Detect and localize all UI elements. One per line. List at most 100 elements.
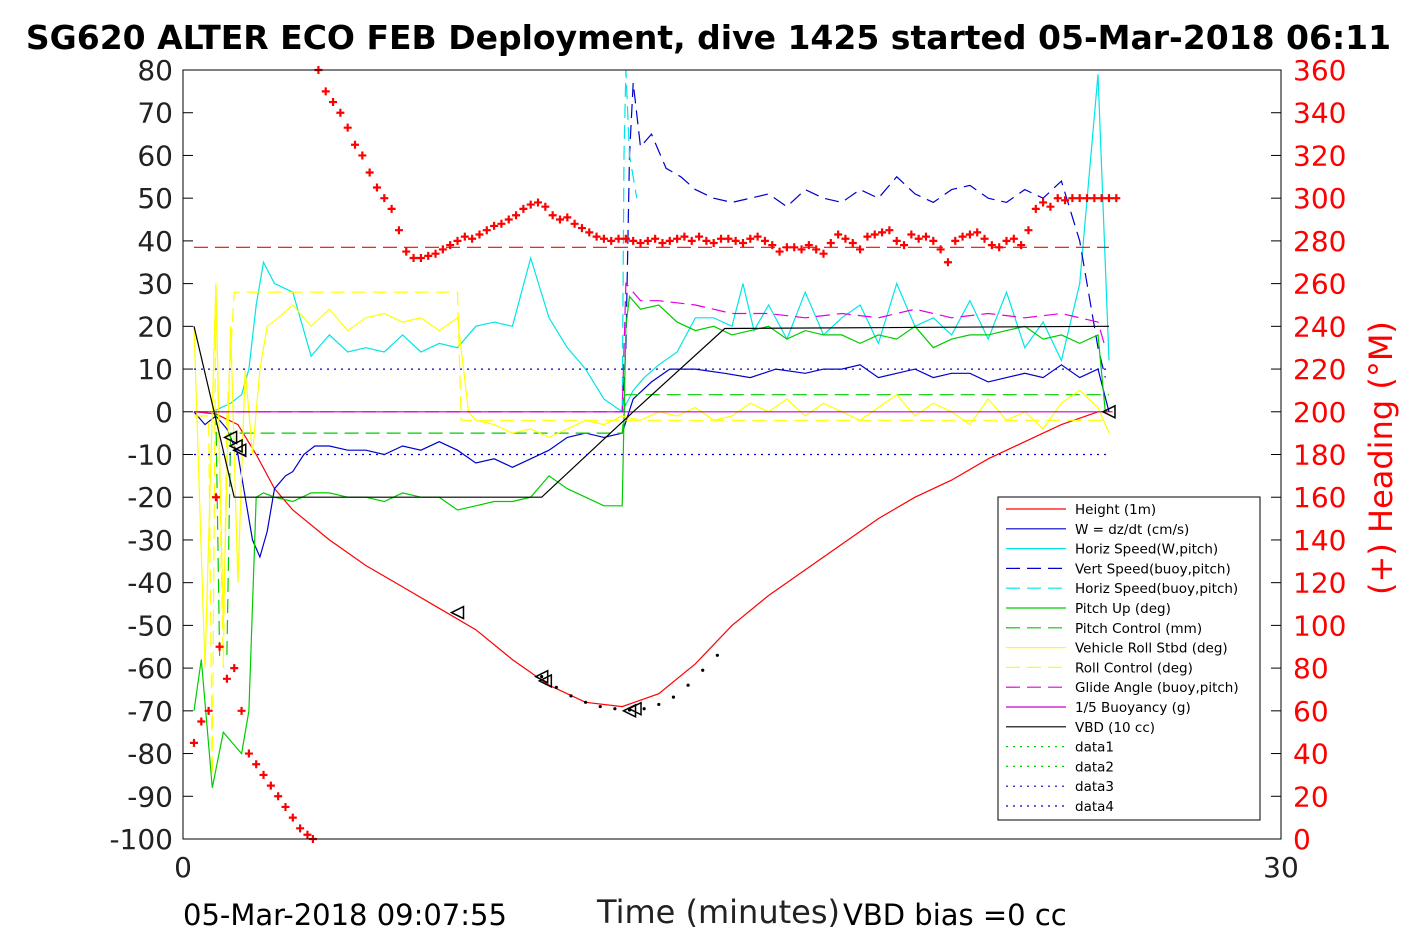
series-roll_ctrl (194, 283, 1109, 775)
heading-point (658, 239, 667, 248)
path-dot (584, 700, 588, 704)
heading-point (237, 706, 246, 715)
heading-point (929, 236, 938, 245)
path-dot (540, 675, 544, 679)
heading-point (892, 236, 901, 245)
y-tick-label: -90 (127, 780, 173, 813)
event-marker (232, 443, 247, 458)
heading-point (629, 236, 638, 245)
heading-point (274, 792, 283, 801)
legend-label-w: W = dz/dt (cm/s) (1075, 522, 1189, 538)
heading-point (790, 243, 799, 252)
heading-point (351, 140, 360, 149)
y2-tick-label: 220 (1293, 353, 1346, 386)
y-tick-label: 40 (137, 225, 173, 258)
legend-label-glide: Glide Angle (buoy,pitch) (1075, 680, 1239, 696)
heading-point (230, 664, 239, 673)
y-tick-label: -40 (127, 567, 173, 600)
heading-point (987, 241, 996, 250)
heading-point (768, 241, 777, 250)
heading-point (665, 236, 674, 245)
heading-point (782, 243, 791, 252)
heading-point (438, 245, 447, 254)
heading-point (856, 245, 865, 254)
heading-point (204, 706, 213, 715)
heading-point (1104, 194, 1113, 203)
legend-label-buoy: 1/5 Buoyancy (g) (1075, 700, 1191, 716)
heading-point (607, 236, 616, 245)
heading-point (746, 234, 755, 243)
y2-tick-label: 100 (1293, 609, 1346, 642)
y-tick-label: 50 (137, 182, 173, 215)
x-axis-label: Time (minutes) (597, 893, 840, 931)
heading-point (222, 674, 231, 683)
legend-label-data3: data3 (1075, 779, 1114, 795)
y2-tick-label: 140 (1293, 524, 1346, 557)
y2-tick-label: 280 (1293, 225, 1346, 258)
heading-point (336, 108, 345, 117)
heading-point (1046, 202, 1055, 211)
heading-point (490, 221, 499, 230)
heading-point (380, 194, 389, 203)
heading-point (504, 215, 513, 224)
path-dot (657, 702, 661, 707)
heading-point (621, 234, 630, 243)
heading-point (1083, 194, 1092, 203)
y2-tick-label: 360 (1293, 54, 1346, 87)
heading-point (921, 232, 930, 241)
y-tick-label: 0 (155, 396, 173, 429)
heading-point (189, 738, 198, 747)
heading-point (1009, 234, 1018, 243)
heading-point (387, 204, 396, 213)
heading-point (1090, 194, 1099, 203)
heading-point (834, 230, 843, 239)
heading-point (244, 749, 253, 758)
heading-point (321, 87, 330, 96)
event-marker (627, 701, 642, 716)
dive-date: 05-Mar-2018 09:07:55 (183, 898, 507, 932)
heading-point (936, 245, 945, 254)
legend-label-pitch: Pitch Up (deg) (1075, 601, 1171, 617)
y2-tick-label: 320 (1293, 139, 1346, 172)
heading-point (907, 230, 916, 239)
heading-point (695, 232, 704, 241)
y-tick-label: -10 (127, 439, 173, 472)
path-dot (642, 707, 646, 711)
heading-point (468, 234, 477, 243)
x-tick-label: 0 (174, 851, 192, 884)
heading-point (1097, 194, 1106, 203)
y-tick-label: 10 (137, 353, 173, 386)
heading-point (760, 236, 769, 245)
legend-label-roll: Vehicle Roll Stbd (deg) (1075, 641, 1228, 657)
heading-point (563, 213, 572, 222)
heading-point (1112, 194, 1121, 203)
heading-point (599, 234, 608, 243)
heading-point (252, 760, 261, 769)
heading-point (215, 642, 224, 651)
legend-label-vbd: VBD (10 cc) (1075, 720, 1155, 736)
y2-tick-label: 40 (1293, 738, 1329, 771)
legend-label-horiz: Horiz Speed(W,pitch) (1075, 542, 1218, 558)
heading-point (512, 211, 521, 220)
heading-point (585, 228, 594, 237)
event-marker (1101, 404, 1116, 419)
heading-point (197, 717, 206, 726)
y-tick-label: 20 (137, 310, 173, 343)
heading-point (519, 204, 528, 213)
heading-point (1031, 204, 1040, 213)
heading-point (878, 228, 887, 237)
heading-point (343, 123, 352, 132)
path-dot (569, 694, 573, 698)
heading-point (797, 245, 806, 254)
heading-point (680, 232, 689, 241)
y-tick-label: 70 (137, 97, 173, 130)
heading-point (724, 234, 733, 243)
heading-point (424, 251, 433, 260)
legend-label-vert_buoy: Vert Speed(buoy,pitch) (1075, 561, 1231, 577)
heading-point (497, 219, 506, 228)
y-tick-label: 30 (137, 268, 173, 301)
heading-point (1017, 241, 1026, 250)
heading-point (453, 236, 462, 245)
heading-point (943, 258, 952, 267)
